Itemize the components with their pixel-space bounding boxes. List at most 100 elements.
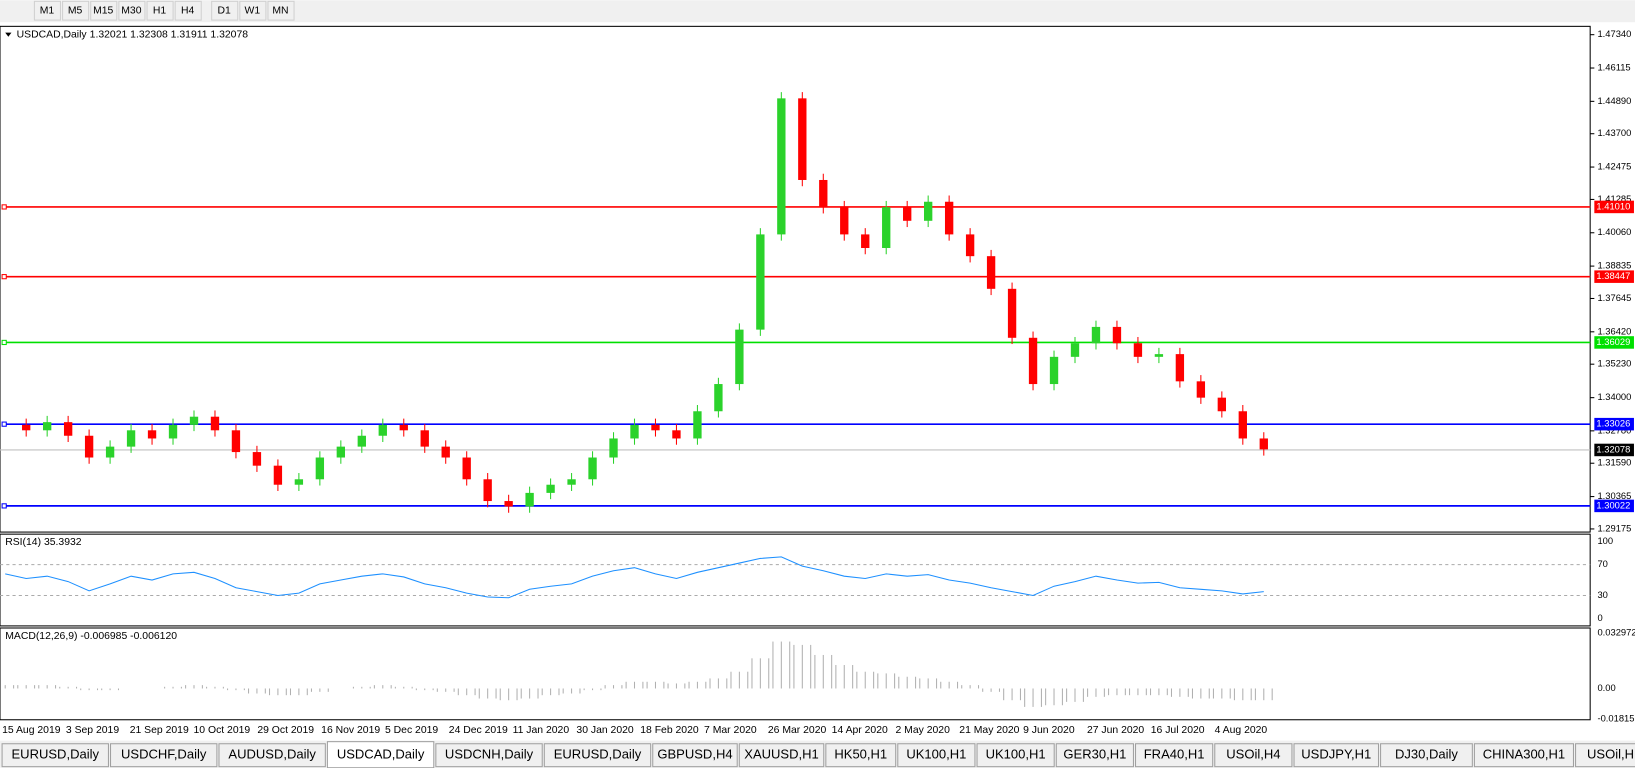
level-handle — [1, 421, 7, 427]
tab-label[interactable]: EURUSD,Daily — [12, 747, 100, 762]
tab-label[interactable]: USDJPY,H1 — [1301, 747, 1371, 762]
timeframe-button[interactable] — [90, 0, 118, 21]
tab-label[interactable]: AUDUSD,Daily — [228, 747, 316, 762]
rsi-label: RSI(14) 35.3932 — [5, 537, 82, 548]
price-tick-label: 1.47340 — [1597, 29, 1631, 39]
candle-body — [1175, 354, 1185, 382]
timeframe-label[interactable]: W1 — [245, 5, 261, 16]
candle-body — [399, 424, 408, 431]
candle-body — [819, 179, 828, 208]
tab[interactable] — [1055, 743, 1134, 768]
timeframe-label[interactable]: M30 — [121, 5, 141, 16]
candle-body — [630, 424, 639, 439]
timeframe-label[interactable]: M1 — [40, 5, 55, 16]
tab[interactable] — [1380, 743, 1473, 768]
candle-body — [189, 416, 199, 425]
tab[interactable] — [738, 743, 825, 768]
timeframe-button[interactable] — [118, 0, 146, 21]
tab[interactable] — [652, 743, 738, 768]
candle-body — [147, 430, 157, 439]
level-handle — [1, 339, 7, 346]
candle-body — [840, 207, 849, 235]
timeframe-button[interactable] — [174, 0, 202, 21]
date-label: 15 Aug 2019 — [2, 725, 61, 736]
tab-label[interactable]: DJ30,Daily — [1395, 747, 1458, 762]
tab-label[interactable]: EURUSD,Daily — [554, 747, 642, 762]
tab[interactable] — [897, 743, 976, 768]
level-tag-label: 1.30022 — [1596, 500, 1630, 510]
candle-body — [42, 422, 52, 431]
macd-pane — [0, 627, 1591, 721]
tab-label[interactable]: GBPUSD,H4 — [657, 747, 732, 762]
tab-label[interactable]: CHINA300,H1 — [1483, 747, 1565, 762]
tab-label[interactable]: USDCHF,Daily — [121, 747, 207, 762]
tab-label[interactable]: HK50,H1 — [834, 747, 887, 762]
tab[interactable] — [976, 743, 1055, 768]
tab[interactable] — [825, 743, 897, 768]
tab[interactable] — [110, 743, 218, 768]
candle-body — [1028, 337, 1038, 385]
tab[interactable] — [1135, 743, 1214, 768]
tab-label[interactable]: FRA40,H1 — [1144, 747, 1205, 762]
tab-label[interactable]: UK100,H1 — [986, 747, 1046, 762]
tab-label[interactable]: XAUUSD,H1 — [744, 747, 819, 762]
timeframe-button[interactable] — [62, 0, 90, 21]
tab-label[interactable]: GER30,H1 — [1063, 747, 1126, 762]
candle-body — [882, 207, 891, 249]
tab[interactable] — [1, 743, 109, 768]
timeframe-button[interactable] — [239, 0, 267, 21]
date-label: 18 Feb 2020 — [640, 725, 699, 736]
level-tag-label: 1.38447 — [1596, 271, 1630, 281]
candle-body — [903, 207, 912, 221]
tab[interactable] — [1575, 743, 1635, 768]
timeframe-button[interactable] — [33, 0, 61, 21]
tab[interactable] — [1473, 743, 1575, 768]
tab-label[interactable]: USDCNH,Daily — [445, 747, 534, 762]
price-tick-label: 1.41285 — [1597, 194, 1631, 204]
candle-body — [210, 416, 220, 431]
date-label: 14 Apr 2020 — [832, 725, 888, 736]
timeframe-label[interactable]: H4 — [181, 5, 195, 16]
price-tick-label: 1.37645 — [1597, 293, 1631, 303]
tab[interactable] — [326, 741, 435, 768]
candle-body — [693, 411, 702, 439]
timeframe-label[interactable]: H1 — [153, 5, 167, 16]
candle-body — [22, 424, 31, 431]
candle-body — [588, 457, 597, 480]
timeframe-button[interactable] — [146, 0, 174, 21]
tab[interactable] — [543, 743, 652, 768]
tab[interactable] — [435, 743, 543, 768]
tab[interactable] — [1293, 743, 1380, 768]
tab-label[interactable]: USOil,H1 — [1587, 747, 1635, 762]
candle-body — [546, 484, 555, 493]
date-label: 9 Jun 2020 — [1023, 725, 1075, 736]
price-tick-label: 1.44890 — [1597, 96, 1631, 106]
current-price-tag — [1594, 443, 1634, 457]
tab[interactable] — [1214, 743, 1293, 768]
tab[interactable] — [218, 743, 326, 768]
tab-label[interactable]: UK100,H1 — [906, 747, 966, 762]
candle-body — [1259, 438, 1268, 450]
timeframe-button[interactable] — [267, 0, 295, 21]
candle-body — [777, 98, 786, 235]
candle-body — [567, 479, 576, 485]
price-tick-label: 1.42475 — [1597, 162, 1631, 172]
rsi-tick-label: 70 — [1597, 559, 1607, 569]
date-label: 2 May 2020 — [895, 725, 950, 736]
timeframe-label[interactable]: M15 — [93, 5, 113, 16]
timeframe-label[interactable]: M5 — [68, 5, 83, 16]
tab-label[interactable]: USOil,H4 — [1226, 747, 1280, 762]
level-tag-label: 1.36029 — [1596, 337, 1630, 347]
timeframe-button[interactable] — [211, 0, 239, 21]
candle-body — [965, 234, 975, 257]
timeframe-label[interactable]: MN — [272, 5, 288, 16]
tab-label[interactable]: USDCAD,Daily — [337, 747, 425, 762]
level-tag — [1594, 336, 1634, 349]
candle-body — [525, 492, 534, 507]
timeframe-label[interactable]: D1 — [218, 5, 232, 16]
candle-body — [252, 452, 262, 466]
chart-header: USDCAD,Daily — [17, 29, 88, 40]
candle-body — [294, 479, 304, 485]
price-tick-label: 1.31590 — [1597, 458, 1631, 468]
candle-body — [273, 465, 283, 485]
